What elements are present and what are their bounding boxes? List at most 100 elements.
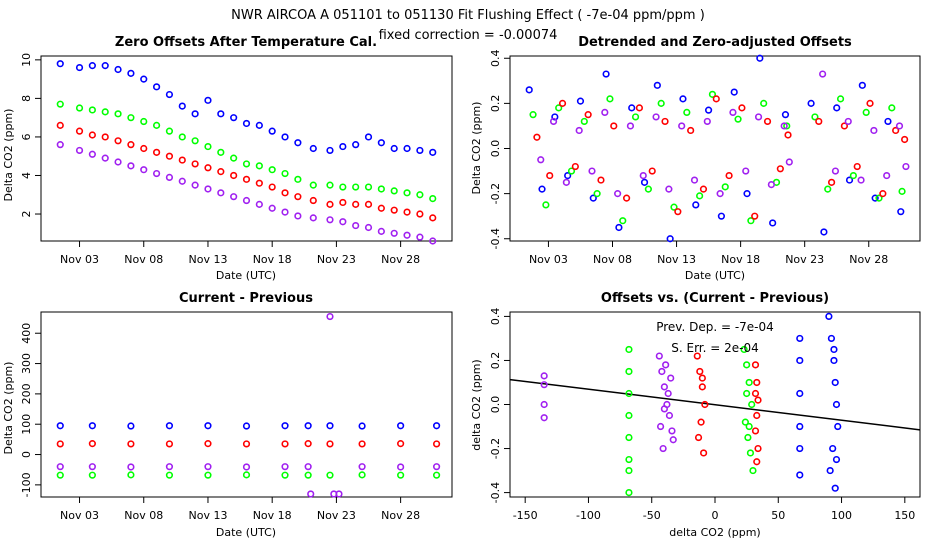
point-blue [352, 141, 360, 149]
y-axis-label: Delta CO2 (ppm) [470, 102, 483, 195]
point-purple [540, 414, 548, 422]
point-red [281, 189, 289, 197]
point-blue [796, 389, 804, 398]
point-green [683, 108, 691, 117]
x-tick-label: Nov 28 [381, 253, 420, 266]
point-red [304, 440, 312, 448]
point-green [242, 471, 251, 479]
point-green [625, 466, 633, 475]
point-purple [101, 154, 109, 162]
point-red [339, 198, 347, 207]
point-green [849, 171, 857, 180]
point-red [429, 214, 437, 222]
point-green [127, 471, 135, 479]
x-tick-label: Nov 03 [529, 253, 568, 266]
point-purple [294, 212, 302, 220]
point-red [127, 141, 135, 149]
point-green [101, 108, 109, 116]
point-red [754, 444, 762, 453]
point-purple [309, 214, 317, 222]
point-blue [832, 455, 841, 464]
point-purple [678, 122, 686, 130]
x-tick-label: Nov 03 [60, 509, 99, 522]
point-blue [832, 400, 841, 409]
point-green [670, 203, 678, 211]
point-red [699, 185, 708, 193]
point-green [542, 201, 550, 209]
point-red [693, 352, 701, 360]
point-purple [268, 204, 276, 212]
point-blue [294, 139, 302, 147]
point-green [217, 148, 225, 156]
point-red [892, 126, 900, 135]
point-red [204, 440, 212, 448]
x-tick-label: 50 [771, 509, 785, 522]
point-purple [716, 190, 724, 198]
point-blue [615, 223, 623, 232]
point-blue [217, 110, 225, 118]
point-purple [429, 237, 437, 245]
point-blue [416, 146, 424, 155]
point-red [533, 133, 541, 141]
point-blue [589, 194, 597, 202]
point-blue [281, 133, 289, 141]
point-green [745, 422, 753, 431]
point-blue [756, 54, 764, 62]
point-red [674, 208, 682, 216]
point-blue [781, 111, 790, 119]
point-red [753, 411, 761, 420]
point-blue [564, 171, 572, 180]
point-purple [114, 158, 122, 166]
point-purple [844, 117, 852, 126]
point-green [127, 114, 135, 122]
point-blue [242, 119, 251, 128]
point-blue [152, 83, 161, 91]
panel-title: Current - Previous [179, 291, 313, 306]
plot-frame [509, 55, 921, 242]
point-purple [403, 231, 411, 239]
point-red [397, 440, 405, 448]
point-purple [662, 361, 670, 369]
point-green [88, 106, 96, 114]
point-green [625, 411, 633, 420]
point-green [230, 154, 238, 162]
point-blue [525, 86, 533, 94]
point-red [242, 440, 251, 448]
point-blue [692, 201, 700, 209]
x-tick-label: 100 [831, 509, 852, 522]
point-blue [679, 95, 687, 103]
x-tick-label: Nov 13 [188, 253, 227, 266]
annotation-std-error: S. Err. = 2e-04 [671, 341, 759, 355]
point-green [88, 471, 96, 479]
point-purple [819, 70, 827, 78]
point-red [165, 152, 174, 160]
point-blue [666, 235, 674, 243]
point-purple [255, 200, 263, 208]
point-green [811, 113, 819, 121]
point-blue [827, 334, 836, 343]
point-purple [75, 146, 84, 155]
point-green [326, 181, 334, 189]
point-green [747, 217, 755, 225]
y-tick-label: 6 [20, 133, 33, 140]
point-green [529, 111, 537, 119]
panel-current-minus-previous: Current - Previous Date (UTC) Delta CO2 … [2, 291, 453, 539]
point-blue [358, 422, 366, 430]
point-blue [88, 422, 96, 430]
y-tick-label: 2 [20, 211, 33, 218]
point-green [748, 400, 756, 409]
point-green [744, 433, 752, 442]
point-green [657, 99, 665, 107]
point-purple [614, 190, 622, 198]
point-green [875, 194, 883, 202]
point-blue [884, 117, 892, 126]
point-blue [268, 127, 276, 135]
x-tick-label: Nov 28 [849, 253, 888, 266]
point-green [377, 185, 385, 193]
point-green [625, 488, 633, 497]
x-tick-label: -150 [513, 509, 538, 522]
point-green [56, 100, 64, 108]
point-blue [88, 62, 96, 70]
point-red [697, 418, 705, 426]
